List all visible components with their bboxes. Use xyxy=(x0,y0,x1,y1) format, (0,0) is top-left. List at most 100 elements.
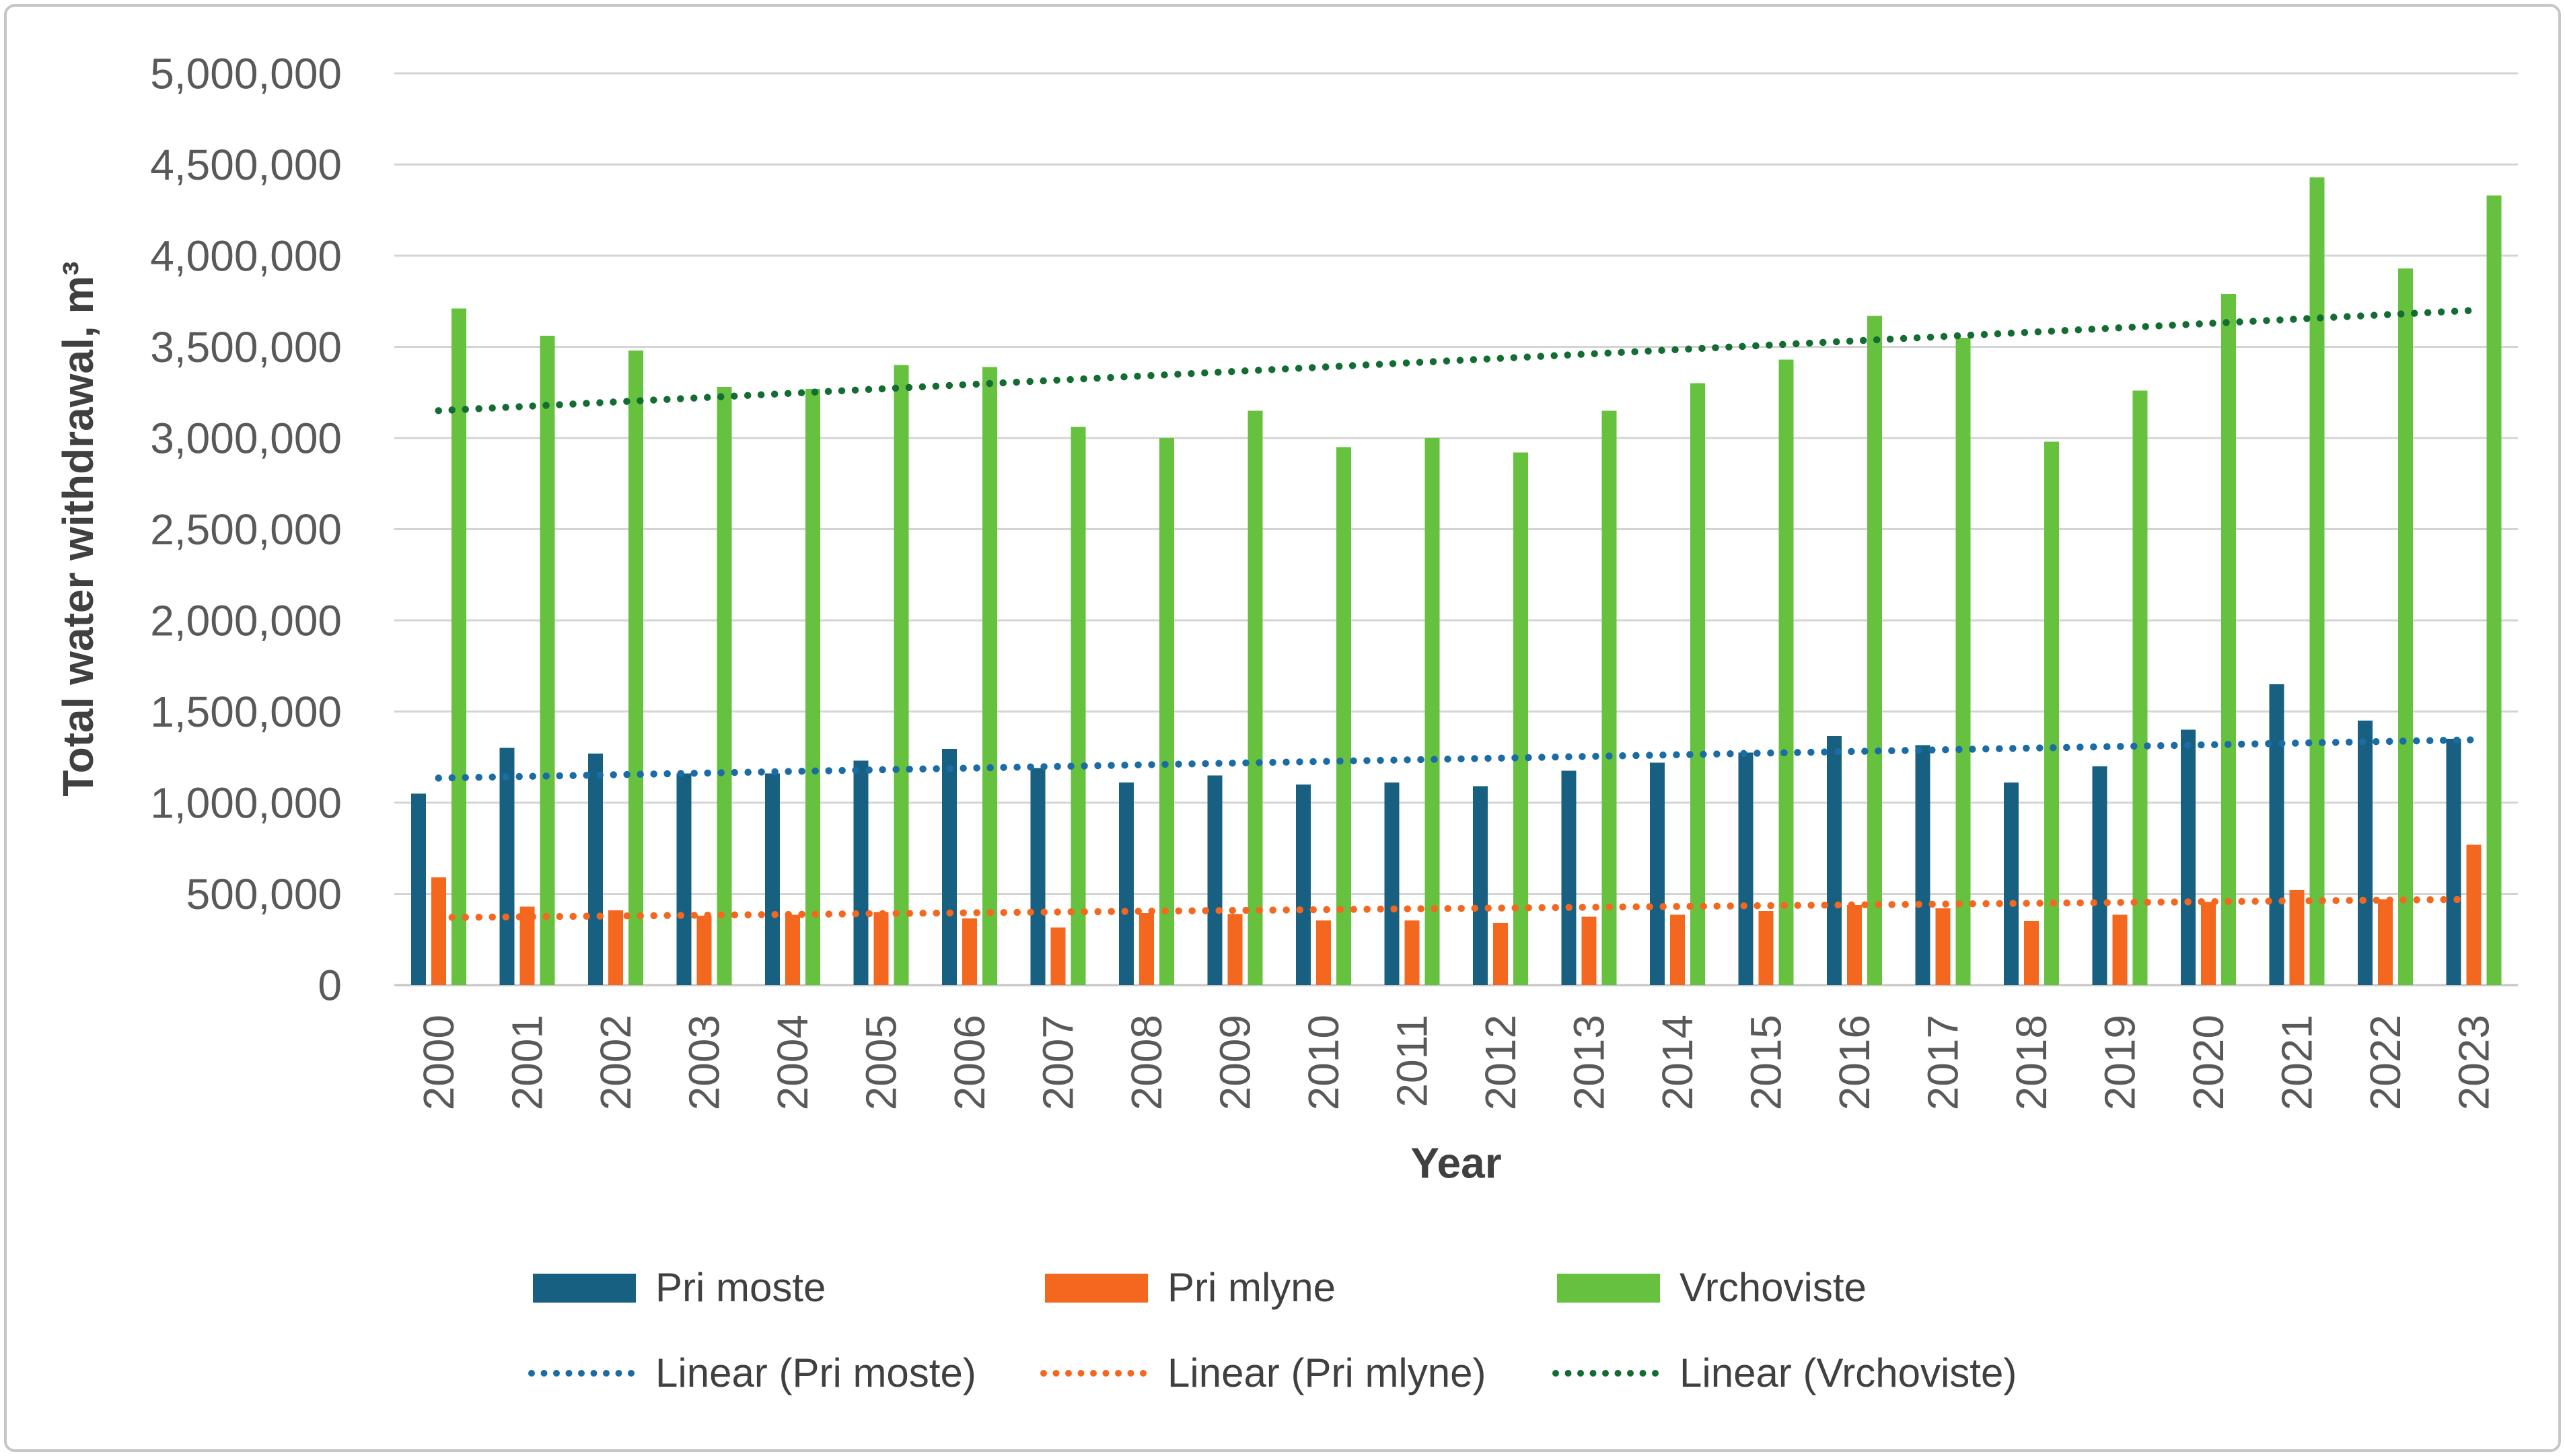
legend-label-pri-mlyne: Pri mlyne xyxy=(1167,1265,1336,1310)
bar-pri-mlyne-2022 xyxy=(2377,899,2393,985)
y-tick-label-5,000,000: 5,000,000 xyxy=(150,49,342,98)
trendline-linear-pri-mlyne xyxy=(435,896,2478,921)
y-tick-label-0: 0 xyxy=(318,961,342,1009)
y-tick-label-3,500,000: 3,500,000 xyxy=(150,323,342,371)
bar-pri-mlyne-2004 xyxy=(785,914,800,985)
bar-pri-moste-2003 xyxy=(676,773,692,985)
bar-vrchoviste-2010 xyxy=(1336,447,1351,985)
linear-pri-mlyne-swatch xyxy=(1040,1370,1153,1377)
bar-pri-moste-2009 xyxy=(1207,775,1223,985)
x-tick-label-2005: 2005 xyxy=(857,1015,906,1110)
x-tick-label-2008: 2008 xyxy=(1122,1015,1171,1110)
bar-vrchoviste-2022 xyxy=(2397,268,2413,986)
bar-pri-mlyne-2009 xyxy=(1227,914,1243,985)
bar-vrchoviste-2002 xyxy=(628,350,643,985)
bar-pri-mlyne-2007 xyxy=(1050,927,1066,985)
bar-pri-moste-2006 xyxy=(941,749,957,985)
y-tick-label-2,500,000: 2,500,000 xyxy=(150,505,342,554)
legend-label-linear-pri-mlyne: Linear (Pri mlyne) xyxy=(1167,1350,1486,1395)
x-tick-label-2015: 2015 xyxy=(1742,1015,1791,1110)
bar-vrchoviste-2017 xyxy=(1955,337,1971,985)
bar-vrchoviste-2019 xyxy=(2132,390,2148,985)
bar-pri-moste-2007 xyxy=(1030,768,1046,985)
bar-pri-mlyne-2000 xyxy=(431,877,446,985)
bar-vrchoviste-2023 xyxy=(2486,195,2502,985)
legend-label-linear-pri-moste: Linear (Pri moste) xyxy=(655,1350,976,1395)
bar-pri-mlyne-2023 xyxy=(2466,844,2482,985)
bar-vrchoviste-2009 xyxy=(1248,410,1263,985)
bar-pri-moste-2002 xyxy=(587,753,603,985)
linear-vrchoviste-swatch xyxy=(1552,1370,1665,1377)
x-tick-label-2022: 2022 xyxy=(2361,1015,2410,1110)
y-tick-label-3,000,000: 3,000,000 xyxy=(150,414,342,462)
bar-vrchoviste-2020 xyxy=(2220,293,2236,985)
bar-vrchoviste-2005 xyxy=(894,365,909,985)
bar-pri-mlyne-2012 xyxy=(1492,922,1508,985)
x-tick-label-2009: 2009 xyxy=(1211,1015,1260,1110)
x-tick-label-2001: 2001 xyxy=(503,1015,552,1110)
x-tick-label-2006: 2006 xyxy=(945,1015,994,1110)
bar-pri-mlyne-2013 xyxy=(1581,916,1597,985)
legend-label-linear-vrchoviste: Linear (Vrchoviste) xyxy=(1679,1350,2017,1395)
bar-pri-mlyne-2016 xyxy=(1846,904,1862,985)
bar-pri-mlyne-2008 xyxy=(1139,912,1154,985)
vrchoviste-swatch xyxy=(1557,1274,1660,1303)
x-tick-label-2023: 2023 xyxy=(2450,1015,2498,1110)
axis-tick-layer: 5,000,000 4,500,000 4,000,000 3,500,000 3,00… xyxy=(150,49,2498,1110)
bar-pri-mlyne-2010 xyxy=(1315,920,1331,985)
bar-pri-mlyne-2021 xyxy=(2289,890,2305,985)
grid-layer xyxy=(394,72,2518,986)
x-tick-label-2007: 2007 xyxy=(1034,1015,1083,1110)
bar-pri-moste-2017 xyxy=(1915,745,1930,985)
x-tick-label-2002: 2002 xyxy=(591,1015,640,1110)
y-tick-label-2,000,000: 2,000,000 xyxy=(150,596,342,645)
bar-pri-mlyne-2011 xyxy=(1404,920,1420,985)
bar-vrchoviste-2001 xyxy=(540,336,555,985)
linear-pri-moste-swatch xyxy=(528,1370,641,1377)
bar-pri-moste-2021 xyxy=(2269,684,2284,985)
x-tick-label-2012: 2012 xyxy=(1476,1015,1525,1110)
bar-vrchoviste-2007 xyxy=(1071,427,1086,985)
bar-pri-moste-2011 xyxy=(1384,782,1400,985)
bar-vrchoviste-2014 xyxy=(1690,383,1705,985)
bar-pri-mlyne-2018 xyxy=(2023,921,2039,985)
bar-vrchoviste-2004 xyxy=(805,388,820,985)
x-tick-label-2013: 2013 xyxy=(1565,1015,1614,1110)
bar-vrchoviste-2000 xyxy=(451,308,466,986)
bar-layer xyxy=(410,177,2502,986)
bar-pri-moste-2022 xyxy=(2357,721,2373,985)
bar-pri-mlyne-2020 xyxy=(2200,902,2216,985)
y-axis-title: Total water withdrawal, m³ xyxy=(54,261,102,796)
bar-pri-mlyne-2002 xyxy=(608,910,623,985)
bar-vrchoviste-2018 xyxy=(2044,441,2059,985)
bar-vrchoviste-2016 xyxy=(1867,316,1882,985)
bar-pri-mlyne-2019 xyxy=(2112,914,2128,985)
x-axis-title: Year xyxy=(1410,1138,1501,1187)
bar-vrchoviste-2021 xyxy=(2309,177,2325,986)
y-tick-label-1,500,000: 1,500,000 xyxy=(150,688,342,736)
trendline-linear-vrchoviste xyxy=(435,307,2478,414)
bar-pri-moste-2016 xyxy=(1826,736,1842,985)
pri-mlyne-swatch xyxy=(1045,1274,1148,1303)
bar-pri-moste-2004 xyxy=(764,773,780,985)
x-tick-label-2018: 2018 xyxy=(2007,1015,2056,1110)
bar-pri-moste-2023 xyxy=(2446,739,2461,985)
pri-moste-swatch xyxy=(533,1274,636,1303)
legend-label-vrchoviste: Vrchoviste xyxy=(1679,1265,1867,1310)
bar-pri-mlyne-2015 xyxy=(1758,911,1774,985)
bar-pri-moste-2018 xyxy=(2003,782,2019,985)
bar-vrchoviste-2012 xyxy=(1513,452,1528,985)
bar-pri-moste-2013 xyxy=(1561,770,1577,985)
bar-pri-moste-2020 xyxy=(2180,729,2196,985)
bar-pri-mlyne-2017 xyxy=(1935,908,1951,985)
trendline-layer xyxy=(435,307,2478,921)
bar-vrchoviste-2015 xyxy=(1778,359,1794,985)
bar-pri-moste-2012 xyxy=(1472,786,1488,985)
bar-pri-mlyne-2014 xyxy=(1669,914,1685,985)
bar-vrchoviste-2011 xyxy=(1424,438,1440,985)
x-tick-label-2016: 2016 xyxy=(1830,1015,1879,1110)
x-tick-label-2017: 2017 xyxy=(1919,1015,1967,1110)
bar-pri-moste-2008 xyxy=(1118,782,1134,985)
